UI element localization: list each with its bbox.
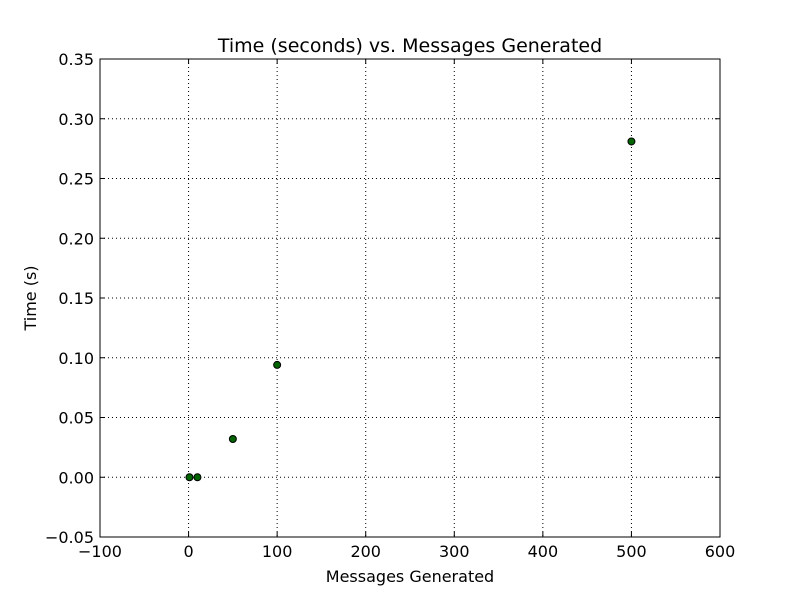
y-axis-label: Time (s) bbox=[21, 265, 40, 331]
data-point bbox=[193, 473, 202, 482]
data-point bbox=[228, 435, 237, 444]
y-tick-label: 0.00 bbox=[58, 468, 94, 487]
data-point bbox=[185, 473, 194, 482]
y-tick-label: 0.25 bbox=[58, 170, 94, 189]
x-tick-label: 300 bbox=[439, 542, 470, 561]
tick-labels: −100 0 100 200 300 400 500 600 −0.05 0.00 0.05 0.10… bbox=[45, 50, 735, 561]
y-tick-label: 0.10 bbox=[58, 349, 94, 368]
y-tick-label: −0.05 bbox=[45, 528, 94, 547]
grid bbox=[100, 59, 720, 537]
data-points bbox=[185, 137, 636, 482]
x-axis-label: Messages Generated bbox=[326, 567, 494, 586]
y-tick-label: 0.15 bbox=[58, 289, 94, 308]
x-tick-label: 400 bbox=[528, 542, 559, 561]
x-tick-label: 500 bbox=[616, 542, 647, 561]
y-tick-label: 0.30 bbox=[58, 110, 94, 129]
y-tick-label: 0.05 bbox=[58, 409, 94, 428]
plot-frame bbox=[99, 58, 721, 538]
chart-title: Time (seconds) vs. Messages Generated bbox=[217, 35, 602, 57]
y-tick-label: 0.20 bbox=[58, 229, 94, 248]
x-tick-label: 600 bbox=[705, 542, 736, 561]
x-tick-label: 200 bbox=[350, 542, 381, 561]
x-tick-label: 0 bbox=[183, 542, 193, 561]
data-point bbox=[273, 360, 282, 369]
y-tick-label: 0.35 bbox=[58, 50, 94, 69]
data-point bbox=[627, 137, 636, 146]
x-tick-label: −100 bbox=[78, 542, 122, 561]
x-tick-label: 100 bbox=[262, 542, 293, 561]
